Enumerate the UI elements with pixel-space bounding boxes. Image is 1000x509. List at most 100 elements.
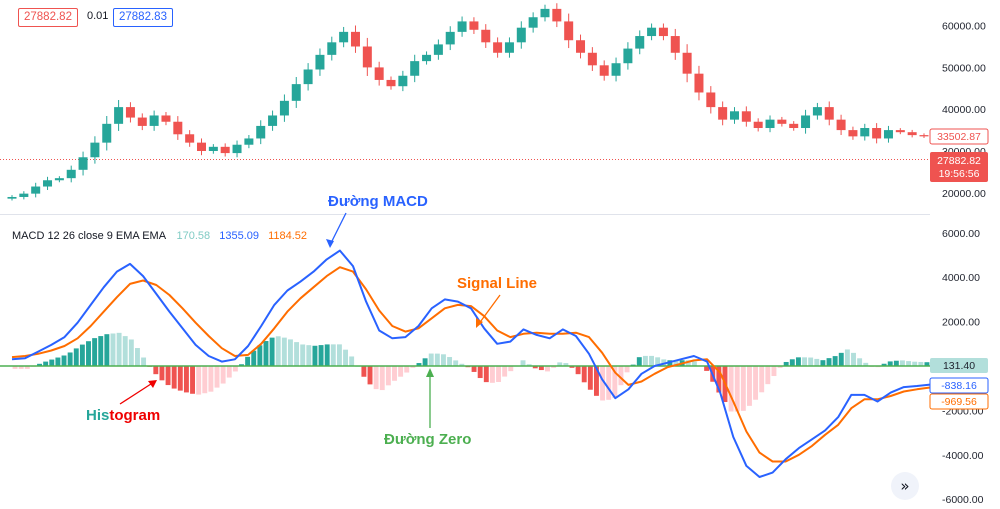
histogram-bar bbox=[434, 353, 440, 366]
histogram-bar bbox=[441, 354, 446, 366]
annotation-signal-line: Signal Line bbox=[457, 275, 537, 292]
candle-body bbox=[457, 21, 467, 32]
histogram-bar bbox=[832, 356, 838, 366]
candle-body bbox=[208, 146, 218, 151]
candle-body bbox=[114, 107, 124, 124]
legend-signal-value: 1184.52 bbox=[268, 230, 307, 242]
histogram-bar bbox=[618, 366, 624, 386]
candle-body bbox=[528, 17, 538, 28]
histogram-bar bbox=[777, 366, 783, 368]
annotation-histogram-part2: togram bbox=[109, 407, 160, 424]
annotation-zero-line: Đường Zero bbox=[384, 431, 471, 448]
histogram-bar bbox=[606, 366, 612, 400]
candle-body bbox=[824, 107, 834, 120]
candle-body bbox=[90, 142, 100, 158]
candle-body bbox=[125, 107, 135, 118]
candle-body bbox=[161, 115, 171, 122]
histogram-bar bbox=[881, 363, 887, 366]
histogram-bar bbox=[24, 366, 30, 369]
histogram-bar bbox=[471, 366, 477, 372]
candle-body bbox=[197, 142, 207, 151]
candle-body bbox=[374, 67, 384, 80]
annotation-signal-arrowhead bbox=[476, 318, 483, 328]
histogram-bar bbox=[324, 344, 330, 366]
annotation-zero-arrowhead bbox=[426, 368, 434, 377]
candle-body bbox=[232, 144, 242, 154]
histogram-bar bbox=[281, 337, 287, 366]
histogram-bar bbox=[893, 360, 899, 366]
candles bbox=[7, 3, 929, 201]
histogram-bar bbox=[795, 357, 801, 366]
histogram-bar bbox=[691, 361, 697, 366]
candle-body bbox=[256, 125, 266, 139]
indicator-name: MACD 12 26 close 9 EMA EMA bbox=[12, 230, 167, 242]
histogram-bar bbox=[526, 364, 532, 366]
histogram-bar bbox=[783, 361, 789, 366]
price-axis-tick: 20000.00 bbox=[942, 188, 986, 200]
histogram-bar bbox=[183, 366, 189, 393]
histogram-bar bbox=[79, 344, 85, 366]
macd-line bbox=[11, 249, 931, 478]
annotation-histogram-arrowhead bbox=[148, 380, 157, 388]
candle-body bbox=[836, 119, 846, 131]
histogram-bar bbox=[826, 358, 832, 366]
histogram-bar bbox=[728, 366, 734, 412]
histogram-bar bbox=[587, 366, 593, 390]
histogram-bar bbox=[557, 362, 563, 366]
candle-body bbox=[895, 130, 905, 133]
current-price-label: 27882.82 bbox=[937, 155, 981, 167]
histogram-bar bbox=[196, 366, 202, 395]
candle-body bbox=[765, 119, 775, 129]
histogram-bar bbox=[594, 366, 599, 396]
countdown-label: 19:56:56 bbox=[939, 168, 980, 180]
signal-axis-label: -969.56 bbox=[941, 396, 977, 408]
histogram-bar bbox=[12, 366, 18, 369]
histogram-bar bbox=[330, 344, 336, 366]
histogram-bar bbox=[300, 344, 306, 366]
histogram-bar bbox=[740, 366, 746, 411]
histogram-bar bbox=[251, 350, 257, 366]
histogram-bar bbox=[318, 345, 324, 366]
candle-body bbox=[268, 115, 278, 126]
candle-body bbox=[611, 63, 621, 76]
histogram-bar bbox=[128, 339, 134, 366]
histogram-bar bbox=[135, 348, 140, 366]
bid-price-box[interactable]: 27882.82 bbox=[18, 8, 78, 27]
histogram-bar bbox=[765, 366, 771, 385]
macd-axis-tick: 4000.00 bbox=[942, 272, 980, 284]
candle-body bbox=[137, 117, 147, 126]
candle-body bbox=[753, 121, 763, 129]
histogram-bar bbox=[808, 357, 814, 366]
histogram-bar bbox=[734, 366, 740, 412]
histogram-bar bbox=[900, 360, 905, 366]
histogram-bar bbox=[655, 357, 661, 366]
histogram-bar bbox=[569, 366, 575, 368]
histogram-bar bbox=[385, 366, 391, 386]
histogram-bar bbox=[294, 342, 300, 366]
histogram-bar bbox=[165, 366, 171, 386]
candle-body bbox=[576, 40, 586, 53]
histogram-bar bbox=[716, 366, 722, 393]
histogram-bar bbox=[563, 363, 569, 366]
histogram-bar bbox=[159, 366, 165, 381]
candle-body bbox=[66, 169, 76, 179]
bid-price: 27882.82 bbox=[24, 11, 72, 23]
candle-body bbox=[185, 134, 195, 143]
last-marker-tag: 33502.87 bbox=[929, 128, 989, 145]
histogram-bar bbox=[398, 366, 404, 377]
ask-price-box[interactable]: 27882.83 bbox=[113, 8, 173, 27]
candle-body bbox=[682, 52, 692, 74]
macd-axis-tick: -6000.00 bbox=[942, 494, 984, 504]
candle-body bbox=[19, 193, 29, 197]
histogram-bar bbox=[636, 357, 642, 366]
histogram-bar bbox=[477, 366, 483, 379]
histogram-bar bbox=[685, 360, 691, 366]
spread-value: 0.01 bbox=[87, 10, 109, 22]
histogram-bar bbox=[226, 366, 232, 378]
histogram-bar bbox=[447, 357, 453, 366]
histogram-bar bbox=[104, 334, 110, 366]
scroll-to-realtime-button[interactable]: » bbox=[891, 472, 919, 500]
annotation-histogram-part1: His bbox=[86, 407, 109, 424]
